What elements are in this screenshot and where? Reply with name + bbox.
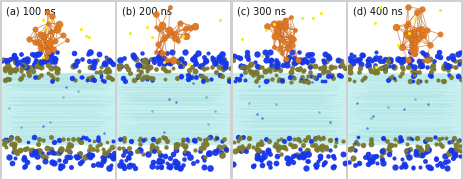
Bar bbox=[233, 73, 345, 144]
Text: (d) 400 ns: (d) 400 ns bbox=[353, 6, 403, 16]
Bar bbox=[118, 73, 230, 144]
Text: (c) 300 ns: (c) 300 ns bbox=[238, 6, 287, 16]
Text: (a) 100 ns: (a) 100 ns bbox=[6, 6, 56, 16]
Text: (b) 200 ns: (b) 200 ns bbox=[122, 6, 172, 16]
Bar bbox=[2, 73, 114, 144]
Bar bbox=[349, 73, 461, 144]
